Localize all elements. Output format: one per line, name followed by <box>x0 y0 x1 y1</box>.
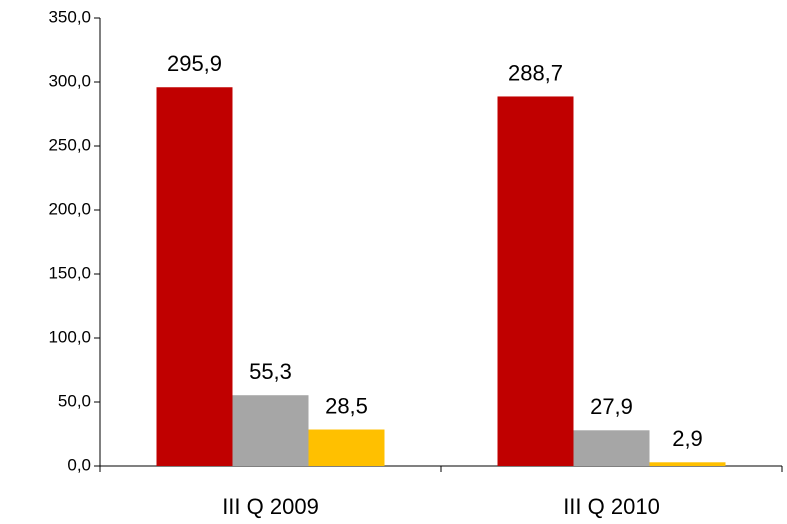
value-label: 295,9 <box>167 51 222 76</box>
bar <box>156 87 233 467</box>
y-tick-label: 200,0 <box>48 199 91 218</box>
x-tick-label: III Q 2010 <box>563 494 660 519</box>
value-label: 27,9 <box>590 394 633 419</box>
bar <box>573 430 650 466</box>
y-tick-label: 100,0 <box>48 327 91 346</box>
y-tick-label: 0,0 <box>67 455 91 474</box>
y-tick-label: 350,0 <box>48 7 91 26</box>
value-label: 2,9 <box>672 426 703 451</box>
value-label: 28,5 <box>325 393 368 418</box>
y-tick-label: 50,0 <box>58 391 91 410</box>
value-label: 55,3 <box>249 359 292 384</box>
value-label: 288,7 <box>508 60 563 85</box>
bar <box>649 462 726 466</box>
bar <box>232 395 309 466</box>
y-tick-label: 300,0 <box>48 71 91 90</box>
y-tick-label: 150,0 <box>48 263 91 282</box>
bar <box>308 429 385 466</box>
y-tick-label: 250,0 <box>48 135 91 154</box>
x-tick-label: III Q 2009 <box>222 494 319 519</box>
bar <box>497 96 574 467</box>
